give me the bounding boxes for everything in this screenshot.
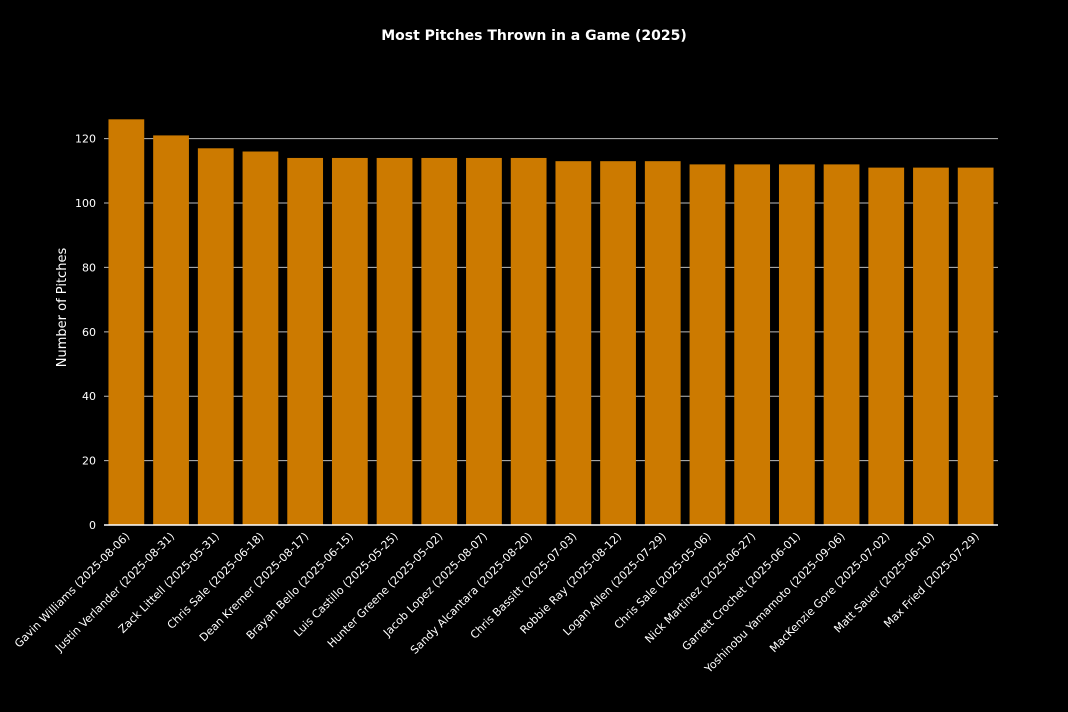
y-tick-label: 120	[75, 133, 96, 146]
y-tick-label: 60	[82, 326, 96, 339]
bar	[466, 157, 502, 526]
bar	[510, 157, 547, 526]
bar	[242, 151, 279, 526]
bar	[734, 164, 771, 526]
bar	[197, 148, 234, 525]
bar	[108, 119, 145, 526]
y-tick-label: 20	[82, 455, 96, 468]
grid-lines	[104, 138, 998, 462]
bar	[287, 157, 324, 526]
bar	[778, 164, 815, 526]
y-tick-label: 40	[82, 390, 96, 403]
bar	[913, 167, 949, 525]
bar	[600, 161, 636, 525]
bar	[644, 161, 681, 525]
x-tick-labels: Gavin Williams (2025-08-06)Justin Verlan…	[12, 530, 982, 676]
x-tick-label: Max Fried (2025-07-29)	[881, 530, 981, 630]
bar	[823, 164, 860, 526]
bar	[153, 135, 189, 525]
bar	[421, 157, 458, 526]
y-tick-label: 100	[75, 197, 96, 210]
y-tick-label: 80	[82, 261, 96, 274]
y-axis-title: Number of Pitches	[55, 248, 70, 368]
bar	[376, 157, 413, 526]
bar	[689, 164, 726, 526]
bar	[868, 167, 905, 525]
bar	[331, 157, 368, 526]
y-tick-label: 0	[89, 519, 96, 532]
bar	[555, 161, 592, 525]
bar	[957, 167, 994, 525]
bars	[108, 119, 994, 526]
chart-title: Most Pitches Thrown in a Game (2025)	[381, 28, 687, 44]
y-tick-labels: 0 20 40 60 80 100 120	[75, 133, 96, 532]
